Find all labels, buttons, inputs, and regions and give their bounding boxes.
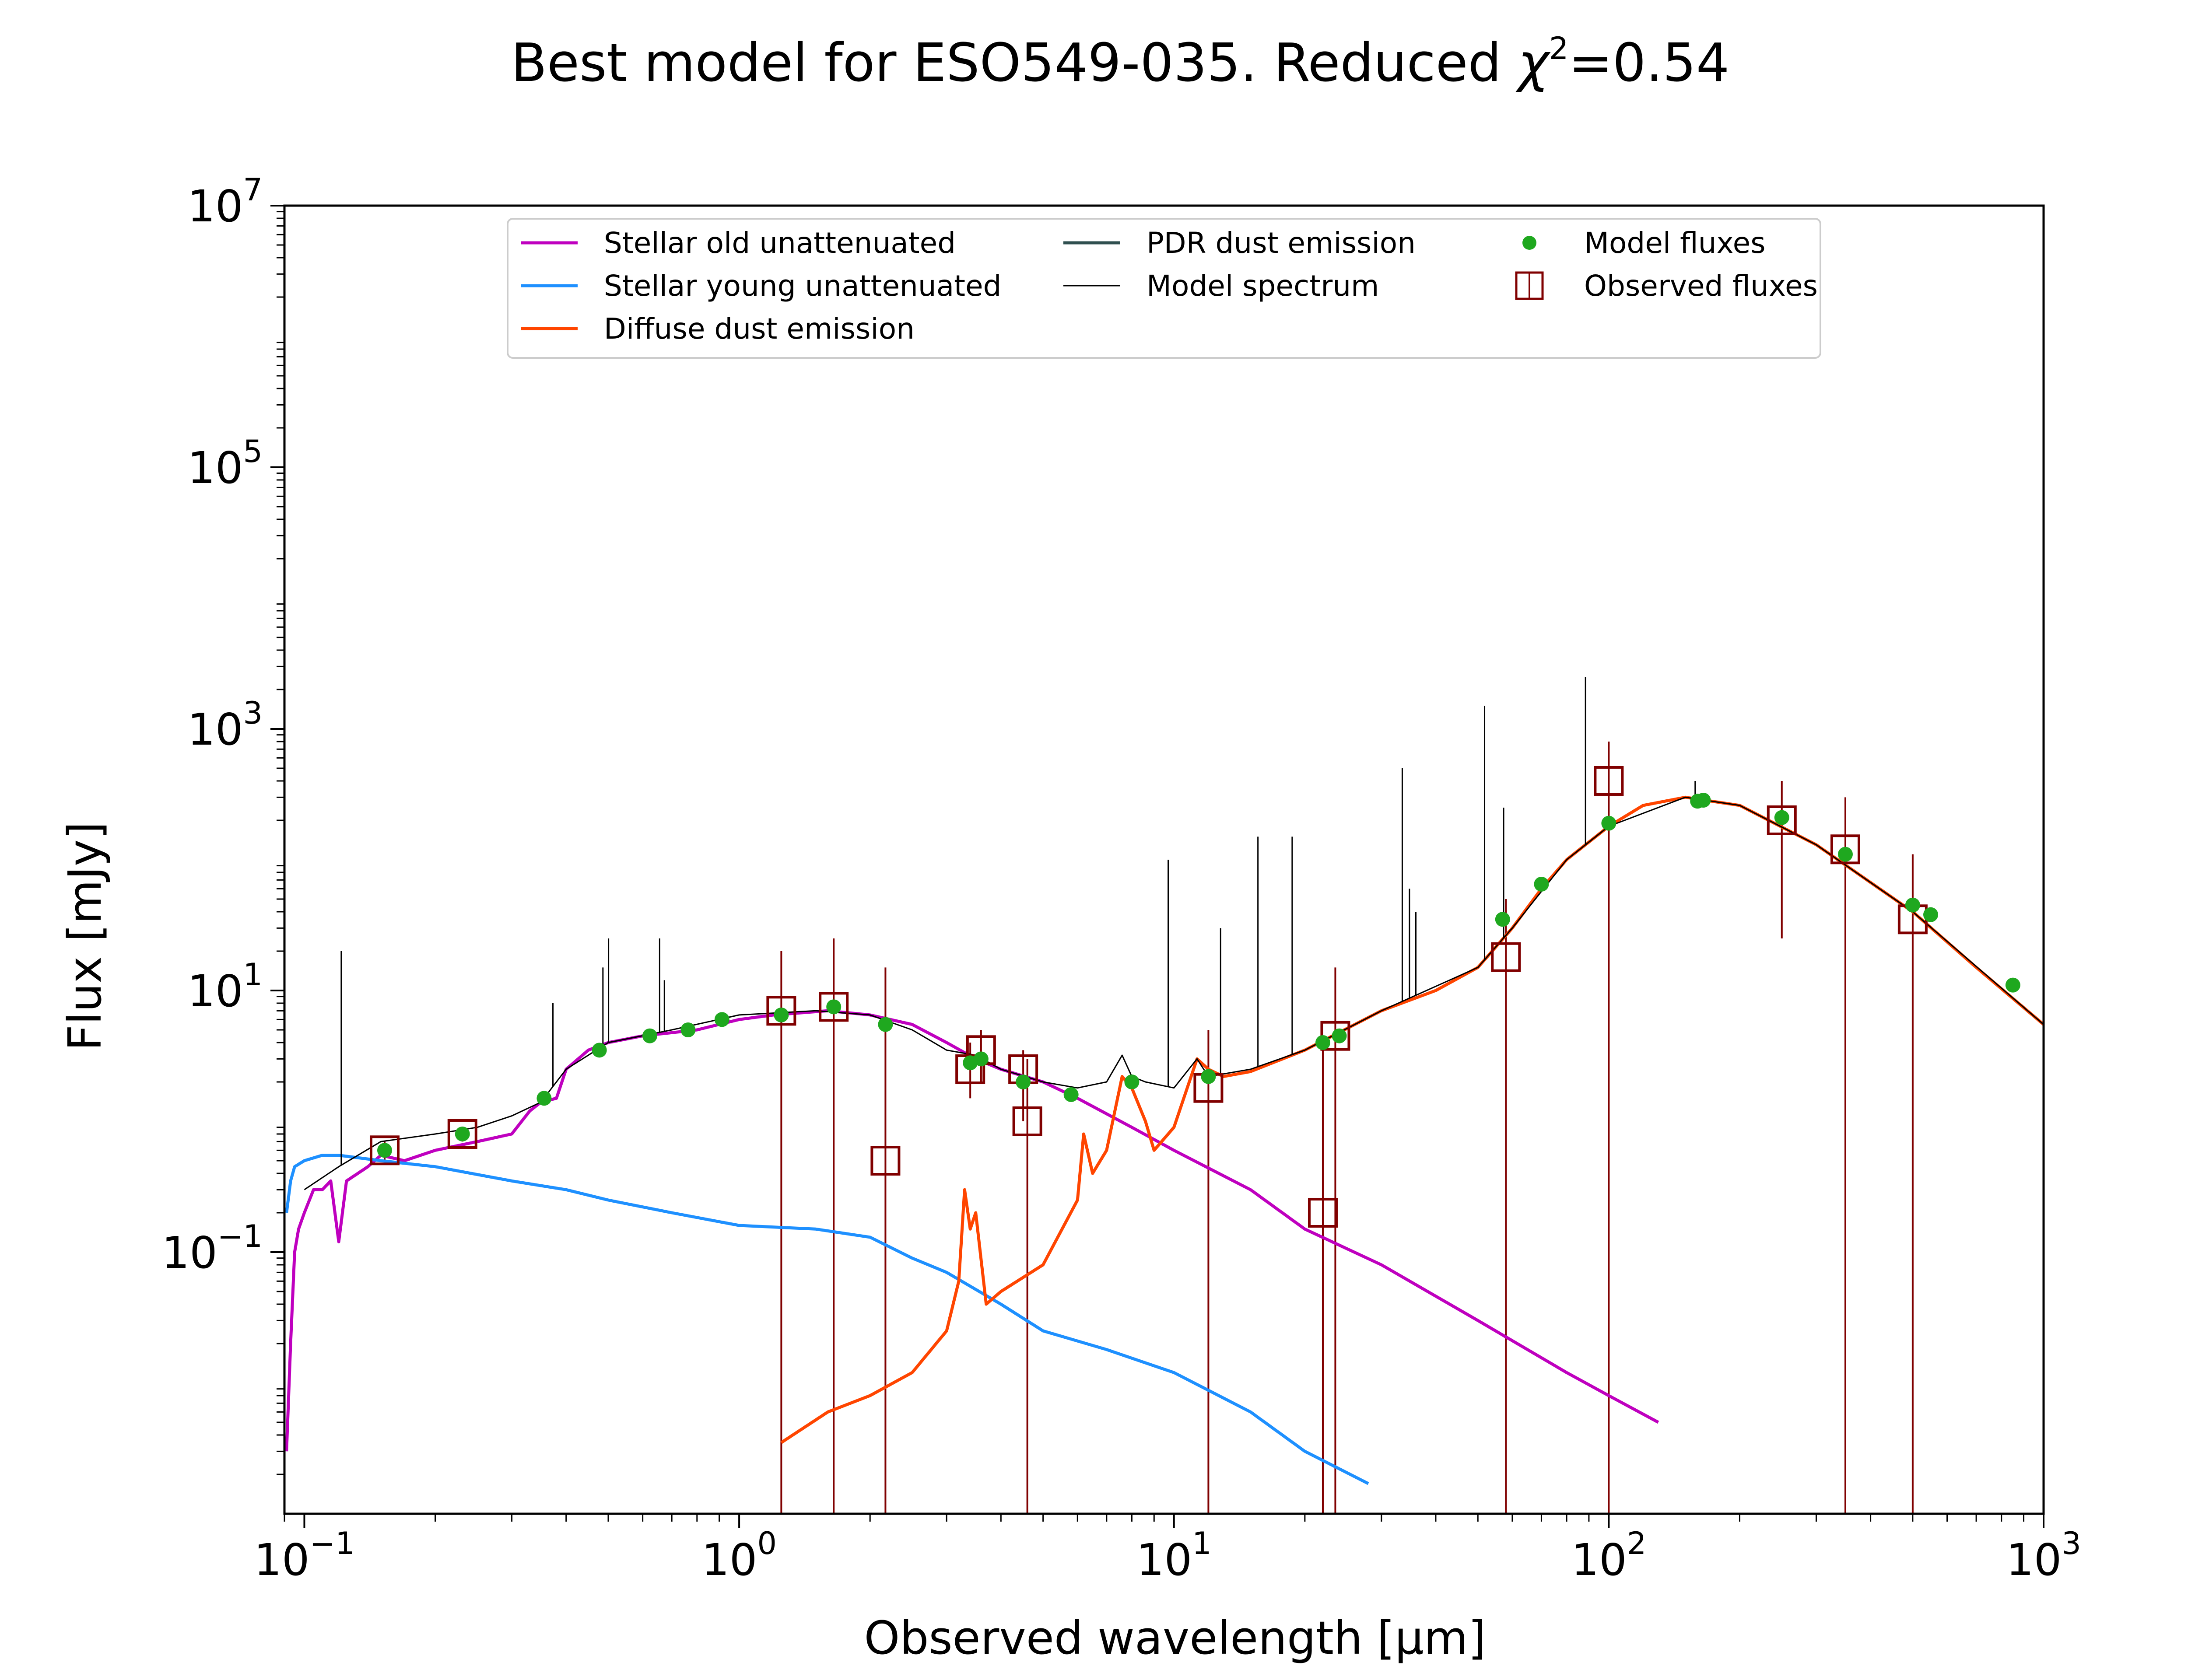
- legend-box: [507, 218, 1821, 359]
- model-flux-point: [774, 1007, 789, 1022]
- observed-flux-marker: [870, 1146, 901, 1176]
- y-tick-label: 103: [187, 695, 263, 755]
- x-tick-label: 103: [2006, 1526, 2081, 1586]
- model-flux-point: [2005, 977, 2020, 993]
- model-flux-point: [377, 1143, 392, 1158]
- series-line: [780, 795, 2044, 1444]
- model-flux-point: [1332, 1028, 1347, 1043]
- x-tick-label: 101: [1136, 1526, 1212, 1586]
- model-flux-point: [536, 1091, 552, 1106]
- series-line: [304, 796, 2044, 1190]
- legend-label: Stellar young unattenuated: [604, 269, 1002, 303]
- model-flux-point: [714, 1012, 729, 1027]
- x-tick-label: 100: [701, 1526, 777, 1586]
- observed-flux-marker: [1012, 1106, 1042, 1136]
- legend-label: Model spectrum: [1147, 269, 1379, 303]
- model-flux-point: [878, 1017, 893, 1032]
- model-flux-point: [1016, 1074, 1031, 1089]
- legend-label: Model fluxes: [1584, 226, 1766, 260]
- legend-item: Stellar old unattenuated: [521, 226, 956, 260]
- observed-flux-marker: [1308, 1197, 1338, 1228]
- plot-frame: [283, 204, 2045, 1515]
- model-flux-point: [1905, 897, 1920, 913]
- x-tick-label: 10−1: [254, 1526, 354, 1586]
- model-flux-point: [455, 1126, 470, 1141]
- model-flux-point: [1534, 876, 1549, 892]
- legend-item: PDR dust emission: [1063, 226, 1416, 260]
- model-flux-point: [1837, 847, 1853, 862]
- legend-item: Model spectrum: [1063, 269, 1379, 303]
- legend-item: Model fluxes: [1522, 226, 1766, 260]
- legend-swatch: [1522, 236, 1536, 250]
- legend-label: Stellar old unattenuated: [604, 226, 956, 260]
- observed-flux-marker: [766, 996, 796, 1026]
- legend-item: Stellar young unattenuated: [521, 269, 1002, 303]
- legend-label: Observed fluxes: [1584, 269, 1818, 303]
- model-flux-point: [1774, 810, 1789, 825]
- series-line: [285, 1154, 1369, 1485]
- observed-flux-marker: [1767, 805, 1797, 835]
- y-tick-label: 107: [187, 172, 263, 232]
- model-flux-point: [1063, 1087, 1079, 1102]
- y-tick-label: 101: [187, 957, 263, 1017]
- legend-label: Diffuse dust emission: [604, 312, 915, 346]
- x-tick-label: 102: [1571, 1526, 1646, 1586]
- model-flux-point: [1315, 1035, 1330, 1050]
- observed-flux-marker: [1491, 942, 1521, 972]
- y-axis-label: Flux [mJy]: [58, 822, 112, 1051]
- chart-title: Best model for ESO549-035. Reduced χ2=0.…: [511, 31, 1729, 94]
- legend-label: PDR dust emission: [1147, 226, 1416, 260]
- observed-flux-marker: [447, 1119, 477, 1149]
- model-flux-point: [680, 1022, 696, 1038]
- plot-area: [285, 677, 2044, 1514]
- model-flux-point: [973, 1051, 989, 1067]
- axes: 10−1 100 101 102 103 10−1 101 103 105 107: [162, 172, 2081, 1586]
- observed-flux-marker: [369, 1135, 400, 1166]
- model-flux-point: [592, 1043, 607, 1058]
- model-flux-point: [1201, 1069, 1216, 1084]
- y-tick-label: 10−1: [162, 1218, 263, 1278]
- legend: Stellar old unattenuated Stellar young un…: [507, 218, 1821, 359]
- observed-flux-marker: [1830, 834, 1860, 864]
- model-flux-point: [826, 999, 842, 1015]
- legend-item: Diffuse dust emission: [521, 312, 915, 346]
- model-flux-point: [642, 1028, 657, 1043]
- model-flux-point: [1124, 1074, 1140, 1089]
- observed-flux-marker: [1594, 766, 1624, 796]
- legend-item: Observed fluxes: [1515, 269, 1818, 303]
- model-flux-point: [1696, 793, 1711, 808]
- model-flux-point: [1601, 816, 1616, 831]
- x-axis-label: Observed wavelength [μm]: [864, 1611, 1486, 1665]
- model-flux-point: [1923, 907, 1939, 922]
- series-line: [285, 1009, 1659, 1452]
- model-flux-point: [1495, 912, 1510, 927]
- observed-flux-marker: [819, 992, 849, 1022]
- y-tick-label: 105: [187, 434, 263, 494]
